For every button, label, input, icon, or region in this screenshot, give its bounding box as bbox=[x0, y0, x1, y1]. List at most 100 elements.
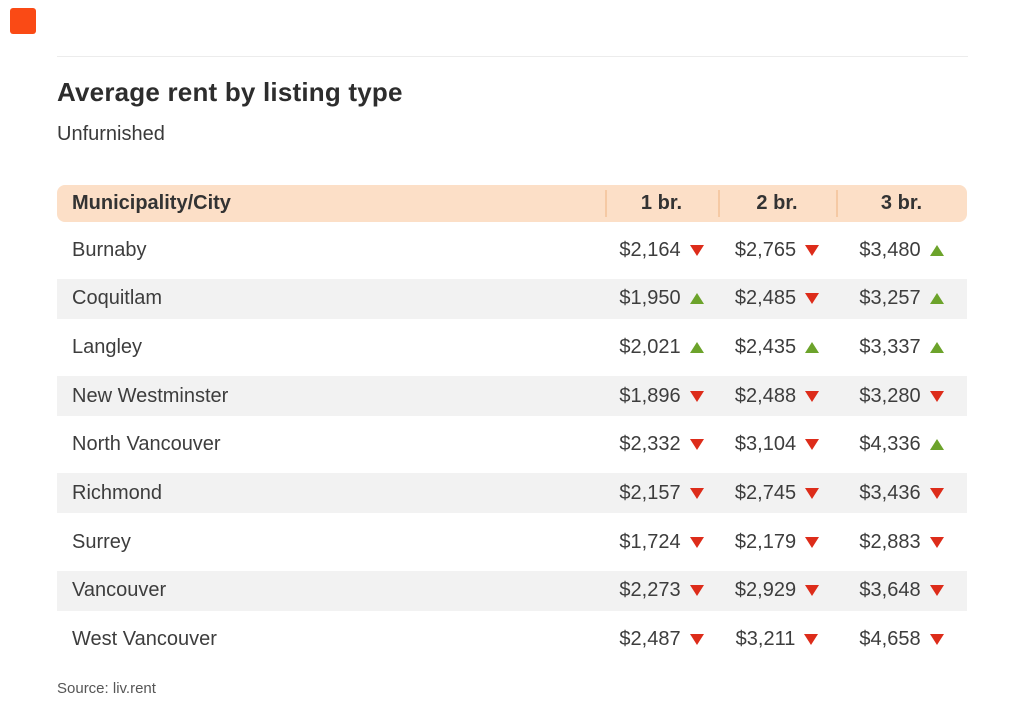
table-row: Burnaby $2,164 $2,765 $3,480 bbox=[57, 230, 967, 270]
price-value: $3,257 bbox=[859, 287, 921, 310]
price-value: $2,273 bbox=[619, 579, 681, 602]
price-with-trend: $1,950 bbox=[619, 287, 704, 310]
price-with-trend: $3,280 bbox=[859, 384, 944, 408]
price-with-trend: $2,021 bbox=[619, 335, 704, 359]
trend-up-icon bbox=[689, 293, 704, 305]
price-cell: $3,337 bbox=[836, 336, 967, 359]
trend-down-icon bbox=[689, 390, 704, 402]
price-with-trend: $2,487 bbox=[619, 628, 704, 651]
trend-down-icon bbox=[689, 634, 704, 645]
price-value: $2,157 bbox=[619, 481, 681, 504]
livrent-logo bbox=[10, 8, 36, 34]
price-cell: $2,485 bbox=[718, 287, 836, 310]
trend-down-icon bbox=[689, 536, 704, 548]
trend-down-icon bbox=[689, 585, 704, 597]
price-cell: $2,164 bbox=[605, 239, 718, 262]
trend-down-icon bbox=[805, 487, 820, 499]
table-row: New Westminster $1,896 $2,488 $3,280 bbox=[57, 376, 967, 417]
price-with-trend: $2,488 bbox=[734, 384, 820, 408]
price-cell: $2,488 bbox=[718, 385, 836, 408]
trend-up-icon bbox=[929, 439, 944, 451]
table-body: Burnaby $2,164 $2,765 $3,480 Coquitlam $1,950… bbox=[57, 230, 967, 660]
trend-down-icon bbox=[805, 536, 820, 548]
column-header-municipality: Municipality/City bbox=[72, 192, 231, 214]
price-cell: $3,211 bbox=[718, 628, 836, 651]
price-with-trend: $2,929 bbox=[734, 579, 820, 602]
price-value: $2,488 bbox=[734, 384, 797, 407]
price-value: $3,436 bbox=[859, 481, 921, 504]
trend-down-icon bbox=[689, 439, 704, 451]
price-value: $2,021 bbox=[619, 335, 681, 358]
price-value: $2,332 bbox=[619, 433, 681, 456]
top-divider bbox=[57, 56, 968, 57]
price-value: $1,950 bbox=[619, 287, 681, 310]
price-cell: $3,436 bbox=[836, 482, 967, 505]
trend-down-icon bbox=[689, 487, 704, 499]
price-with-trend: $3,257 bbox=[859, 287, 944, 310]
price-value: $2,164 bbox=[619, 238, 681, 261]
price-with-trend: $2,745 bbox=[734, 481, 820, 505]
price-value: $2,487 bbox=[619, 628, 681, 650]
subtitle: Unfurnished bbox=[57, 123, 165, 145]
trend-down-icon bbox=[689, 244, 704, 256]
price-with-trend: $4,336 bbox=[859, 433, 944, 456]
price-cell: $2,332 bbox=[605, 433, 718, 456]
price-value: $2,883 bbox=[859, 530, 921, 553]
column-header-3br: 3 br. bbox=[836, 185, 967, 222]
price-cell: $1,896 bbox=[605, 385, 718, 408]
price-value: $2,745 bbox=[734, 481, 797, 504]
price-value: $3,337 bbox=[859, 335, 921, 358]
price-cell: $2,273 bbox=[605, 579, 718, 602]
price-cell: $2,435 bbox=[718, 336, 836, 359]
price-cell: $1,724 bbox=[605, 531, 718, 554]
city-cell: North Vancouver bbox=[72, 433, 221, 456]
table-header-row: Municipality/City 1 br. 2 br. 3 br. bbox=[57, 185, 967, 222]
price-with-trend: $1,724 bbox=[619, 530, 704, 554]
price-value: $2,435 bbox=[734, 335, 797, 358]
city-cell: Richmond bbox=[72, 481, 163, 504]
city-cell: Coquitlam bbox=[72, 287, 163, 310]
city-cell: West Vancouver bbox=[72, 628, 217, 650]
trend-up-icon bbox=[929, 293, 944, 305]
price-with-trend: $3,648 bbox=[859, 579, 944, 602]
price-with-trend: $2,883 bbox=[859, 530, 944, 554]
price-value: $1,724 bbox=[619, 530, 681, 553]
table-row: Richmond $2,157 $2,745 $3,436 bbox=[57, 473, 967, 514]
price-with-trend: $3,337 bbox=[859, 335, 944, 359]
price-cell: $4,658 bbox=[836, 628, 967, 651]
city-cell: Langley bbox=[72, 335, 143, 358]
price-with-trend: $4,658 bbox=[859, 628, 944, 651]
source-attribution: Source: liv.rent bbox=[57, 680, 156, 697]
price-value: $3,280 bbox=[859, 384, 921, 407]
table-row: West Vancouver $2,487 $3,211 $4,658 bbox=[57, 619, 967, 660]
table-row: Surrey $1,724 $2,179 $2,883 bbox=[57, 522, 967, 563]
price-with-trend: $3,480 bbox=[859, 239, 944, 262]
city-cell: Surrey bbox=[72, 530, 131, 553]
price-cell: $3,648 bbox=[836, 579, 967, 602]
table-row: Vancouver $2,273 $2,929 $3,648 bbox=[57, 570, 967, 611]
city-cell: Vancouver bbox=[72, 579, 167, 602]
price-value: $2,929 bbox=[734, 579, 797, 602]
price-cell: $2,745 bbox=[718, 482, 836, 505]
price-cell: $2,487 bbox=[605, 628, 718, 651]
price-with-trend: $2,273 bbox=[619, 579, 704, 602]
price-cell: $2,929 bbox=[718, 579, 836, 602]
trend-down-icon bbox=[929, 390, 944, 402]
price-value: $4,336 bbox=[859, 433, 921, 456]
trend-down-icon bbox=[805, 390, 820, 402]
price-value: $2,765 bbox=[734, 238, 797, 261]
trend-up-icon bbox=[689, 341, 704, 353]
trend-down-icon bbox=[929, 585, 944, 597]
price-value: $4,658 bbox=[859, 628, 921, 650]
trend-down-icon bbox=[805, 439, 820, 451]
price-cell: $2,765 bbox=[718, 239, 836, 262]
price-cell: $3,480 bbox=[836, 239, 967, 262]
price-value: $2,485 bbox=[734, 287, 797, 310]
price-with-trend: $2,164 bbox=[619, 238, 704, 262]
price-value: $3,211 bbox=[735, 628, 796, 650]
trend-down-icon bbox=[929, 487, 944, 499]
price-cell: $2,179 bbox=[718, 531, 836, 554]
trend-down-icon bbox=[805, 293, 820, 305]
price-with-trend: $3,436 bbox=[859, 481, 944, 505]
